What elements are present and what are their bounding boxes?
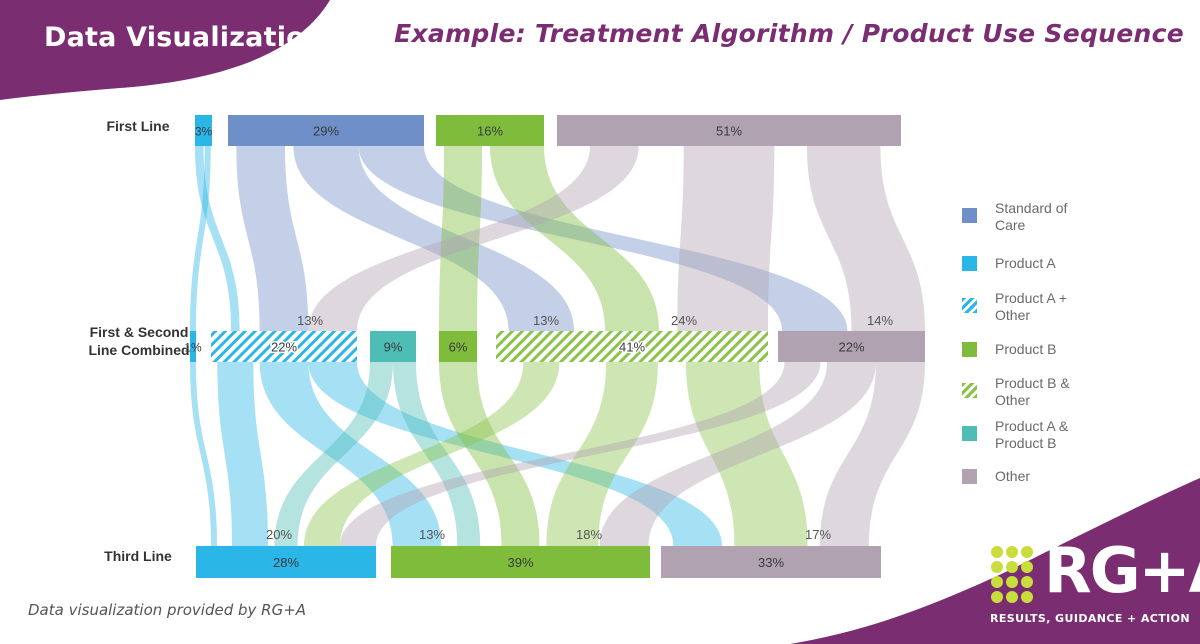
flow-value-label: 14%	[867, 313, 893, 328]
node-value-label: 39%	[507, 555, 533, 570]
flow-link	[190, 362, 217, 546]
node-bar	[661, 546, 881, 578]
legend-swatch	[962, 383, 977, 398]
node-value-label: 22%	[271, 340, 297, 355]
flow-value-label: 13%	[297, 313, 323, 328]
legend-swatch	[962, 342, 977, 357]
legend-item: Product A & Product B	[962, 418, 1112, 458]
node-value-label: 33%	[758, 555, 784, 570]
legend-label: Product A & Product B	[995, 418, 1069, 451]
node-value-label: 51%	[716, 124, 742, 139]
flow-link	[195, 146, 240, 331]
legend-item: Other	[962, 468, 1112, 508]
node-value-label: 29%	[313, 124, 339, 139]
flow-link	[190, 146, 211, 331]
legend-item: Standard of Care	[962, 200, 1112, 240]
row-label-first-line: First Line	[106, 118, 170, 134]
flow-link	[358, 146, 848, 331]
flow-value-label: 20%	[266, 527, 292, 542]
node-value-label: 9%	[384, 340, 403, 355]
flow-link	[259, 362, 442, 546]
legend-label: Product B	[995, 341, 1057, 357]
flow-link	[308, 362, 722, 546]
node-bar	[195, 115, 212, 146]
legend-item: Product B	[962, 341, 1112, 381]
flow-value-label: 17%	[805, 527, 831, 542]
legend-label: Product B & Other	[995, 375, 1070, 408]
flow-link	[806, 146, 925, 331]
flow-value-label: 13%	[419, 527, 445, 542]
node-value-label: 6%	[449, 340, 468, 355]
flow-link	[686, 362, 808, 546]
flow-link	[546, 362, 658, 546]
flow-link	[599, 362, 876, 546]
node-bar	[391, 546, 650, 578]
legend-item: Product B & Other	[962, 375, 1112, 415]
flow-value-label: 13%	[533, 313, 559, 328]
node-value-label: 16%	[477, 124, 503, 139]
flow-link	[819, 362, 925, 546]
logo-dots-icon	[991, 546, 1033, 603]
node-value-label: 28%	[273, 555, 299, 570]
flow-link	[677, 146, 775, 331]
legend-swatch	[962, 426, 977, 441]
flow-links	[190, 146, 925, 546]
flow-link	[340, 362, 821, 546]
flow-value-label: 18%	[576, 527, 602, 542]
flow-link	[217, 362, 268, 546]
flow-link	[439, 146, 482, 331]
legend-item: Product A	[962, 255, 1112, 295]
node-bar	[439, 331, 477, 362]
node-bar	[228, 115, 424, 146]
flow-link	[274, 362, 393, 546]
node-bar	[196, 546, 376, 578]
legend-label: Product A + Other	[995, 290, 1067, 323]
node-bar	[190, 331, 196, 362]
credit-text: Data visualization provided by RG+A	[28, 601, 307, 619]
flow-nodes: 3% 29% 16% 51% 1% 22% 9% 6% 41% 22% 28% 39% 33%	[184, 115, 925, 578]
legend-swatch	[962, 298, 977, 313]
node-bar	[557, 115, 901, 146]
flow-value-label: 24%	[671, 313, 697, 328]
node-bar	[778, 331, 925, 362]
legend-label: Standard of Care	[995, 200, 1068, 233]
logo-tagline: RESULTS, GUIDANCE + ACTION	[990, 612, 1190, 625]
flow-link	[393, 362, 481, 546]
node-value-label: 22%	[838, 340, 864, 355]
legend-swatch	[962, 208, 977, 223]
flow-link	[304, 362, 560, 546]
flow-link	[439, 362, 540, 546]
legend-item: Product A + Other	[962, 290, 1112, 330]
node-bar	[496, 331, 768, 362]
legend-label: Other	[995, 468, 1031, 484]
node-bar	[211, 331, 357, 362]
footer-swoosh	[790, 478, 1200, 644]
legend-label: Product A	[995, 255, 1056, 271]
legend-swatch	[962, 469, 977, 484]
row-label-first-second-combined: First & Second Line Combined	[88, 324, 190, 358]
logo-wordmark: RG+A	[1044, 534, 1200, 607]
flow-link	[308, 146, 639, 331]
node-value-label: 1%	[184, 341, 202, 355]
node-value-label: 3%	[195, 125, 213, 139]
flow-link	[490, 146, 659, 331]
node-bar	[370, 331, 416, 362]
page-subtitle: Example: Treatment Algorithm / Product U…	[394, 19, 1184, 48]
legend-swatch	[962, 256, 977, 271]
row-label-third-line: Third Line	[104, 548, 172, 564]
node-value-label: 41%	[619, 340, 645, 355]
page-title: Data Visualization	[44, 22, 325, 53]
flow-link	[293, 146, 574, 331]
node-bar	[436, 115, 544, 146]
flow-labels: 13% 13% 24% 14% 20% 13% 18% 17%	[266, 313, 893, 542]
flow-link	[236, 146, 309, 331]
